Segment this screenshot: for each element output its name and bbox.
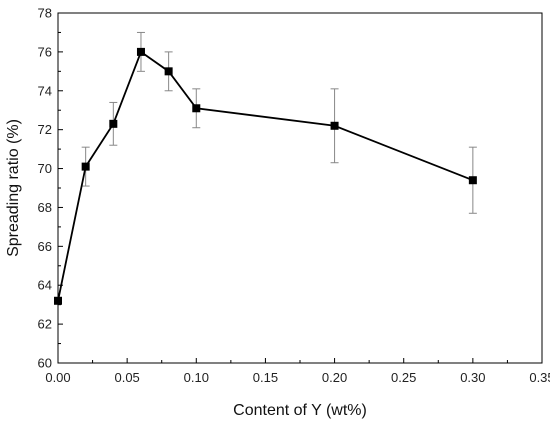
y-axis-title: Spreading ratio (%) [5,119,22,257]
data-point [468,176,477,185]
y-tick-label: 74 [38,83,52,98]
data-point [136,47,145,56]
data-point [109,119,118,128]
x-tick-label: 0.25 [391,370,416,385]
x-tick-label: 0.15 [253,370,278,385]
x-tick-label: 0.10 [184,370,209,385]
y-tick-label: 64 [38,278,52,293]
error-bars [81,31,477,214]
data-point [164,67,173,76]
y-tick-label: 78 [38,6,52,21]
x-axis-ticks: 0.00 0.05 0.10 0.15 0.20 0.25 0.30 0.35 [45,358,550,385]
x-tick-label: 0.05 [114,370,139,385]
data-point [192,104,201,113]
plot-frame [57,12,543,364]
data-point [330,121,339,130]
y-tick-label: 76 [38,44,52,59]
data-markers [54,47,477,305]
y-tick-label: 72 [38,122,52,137]
y-tick-label: 66 [38,239,52,254]
x-tick-label: 0.20 [322,370,347,385]
x-tick-label: 0.30 [460,370,485,385]
x-tick-label: 0.35 [529,370,550,385]
data-point [81,162,90,171]
x-tick-label: 0.00 [45,370,70,385]
y-tick-label: 68 [38,200,52,215]
series-line [57,50,474,301]
x-axis-title: Content of Y (wt%) [233,402,367,419]
y-axis-ticks: 60 62 64 66 68 70 72 74 76 78 [38,6,63,371]
y-tick-label: 62 [38,317,52,332]
y-tick-label: 70 [38,161,52,176]
y-tick-label: 60 [38,356,52,371]
